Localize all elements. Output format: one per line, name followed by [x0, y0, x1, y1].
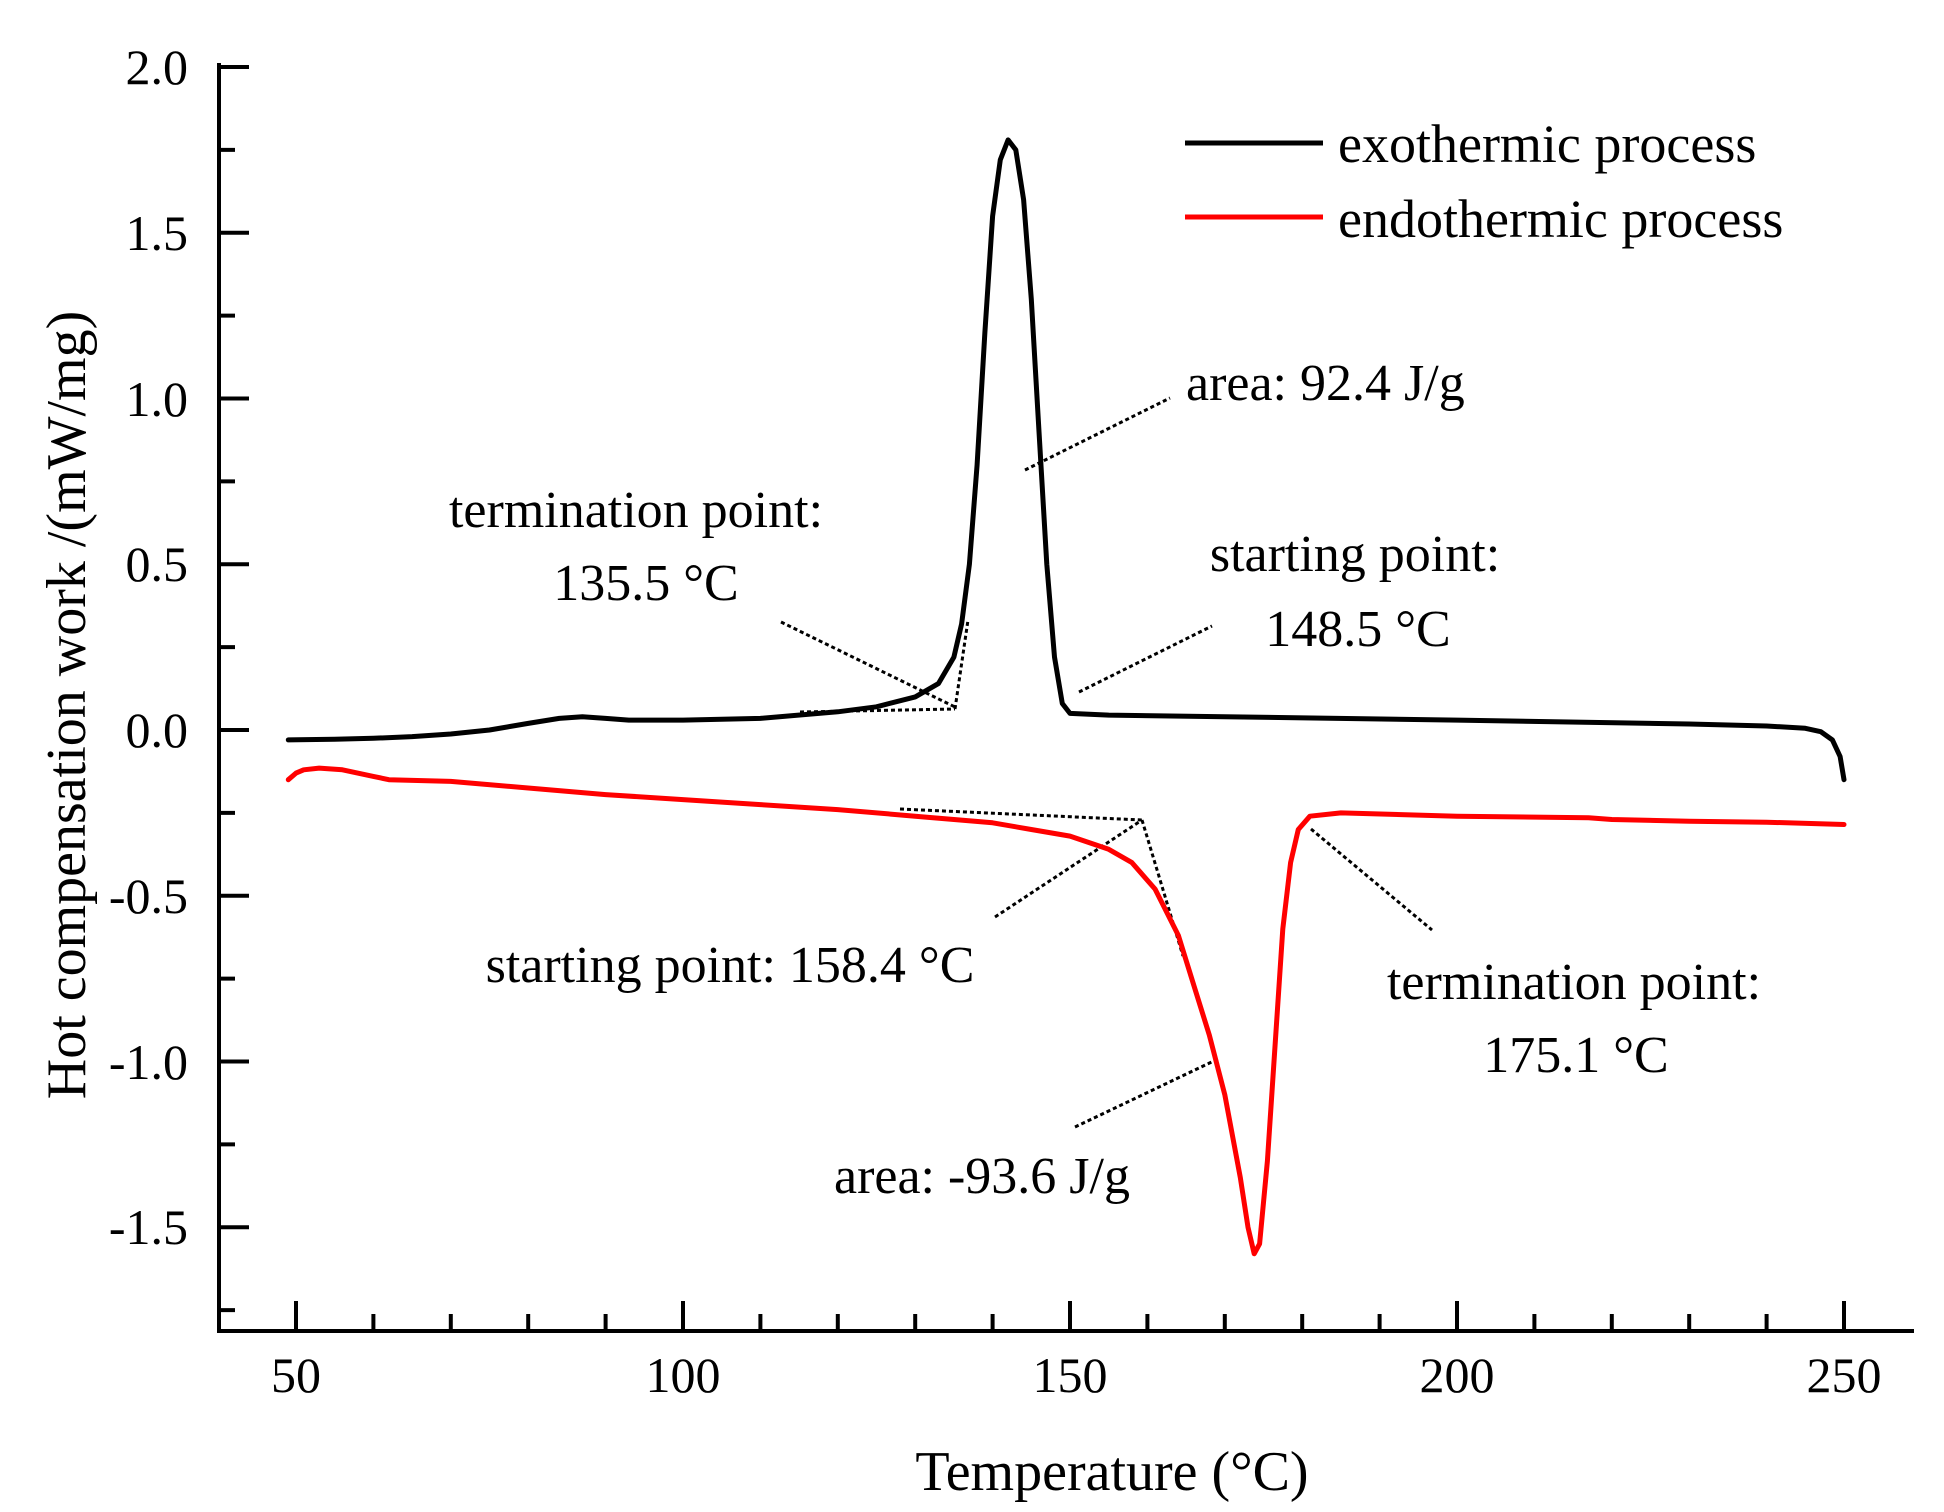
- y-tick-label: 1.0: [126, 371, 189, 427]
- tangent-baseline-exo: [799, 707, 956, 714]
- x-tick-label: 100: [646, 1347, 721, 1403]
- annotation-termination-exo-label: termination point:: [449, 482, 823, 539]
- annotations: area: 92.4 J/g termination point: 135.5 …: [449, 355, 1761, 1205]
- legend-label-endothermic: endothermic process: [1338, 189, 1783, 249]
- y-axis-title: Hot compensation work /(mW/mg): [36, 311, 98, 1100]
- y-tick-label: -1.0: [109, 1034, 188, 1090]
- annotation-starting-endo: starting point: 158.4 °C: [486, 937, 975, 994]
- tangent-slope-endo: [1140, 819, 1185, 957]
- series-line-exothermic: [285, 137, 1847, 783]
- x-axis-title: Temperature (°C): [915, 1441, 1308, 1503]
- annotation-termination-exo-value: 135.5 °C: [553, 555, 738, 612]
- leader-line-starting-endo: [994, 818, 1143, 919]
- tick-marks: [219, 65, 1846, 1331]
- x-tick-label: 150: [1033, 1347, 1108, 1403]
- y-tick-label: -1.5: [109, 1199, 188, 1255]
- y-tick-labels: -1.5 -1.0 -0.5 0.0 0.5 1.0 1.5 2.0: [109, 39, 188, 1255]
- y-tick-label: 1.5: [126, 205, 189, 261]
- annotation-starting-exo-label: starting point:: [1210, 526, 1500, 583]
- leader-line-area-endo: [1074, 1056, 1221, 1129]
- x-tick-label: 50: [271, 1347, 321, 1403]
- annotation-area-endo: area: -93.6 J/g: [834, 1148, 1130, 1205]
- legend-label-exothermic: exothermic process: [1338, 114, 1756, 174]
- axes: [217, 63, 1914, 1333]
- annotation-starting-exo-value: 148.5 °C: [1265, 601, 1450, 658]
- legend: exothermic process endothermic process: [1185, 114, 1783, 249]
- tangent-baseline-endo: [899, 807, 1143, 822]
- annotation-area-exo: area: 92.4 J/g: [1186, 355, 1465, 412]
- x-tick-label: 200: [1420, 1347, 1495, 1403]
- series-layer: [285, 137, 1847, 1257]
- y-tick-label: 0.0: [126, 702, 189, 758]
- x-tick-label: 250: [1807, 1347, 1882, 1403]
- tangent-slope-exo: [953, 619, 970, 710]
- leader-line-termination-endo: [1310, 827, 1433, 932]
- annotation-termination-endo-value: 175.1 °C: [1483, 1027, 1668, 1084]
- y-tick-label: 0.5: [126, 536, 189, 592]
- x-tick-labels: 50 100 150 200 250: [271, 1347, 1882, 1403]
- annotation-termination-endo-label: termination point:: [1387, 954, 1761, 1011]
- y-tick-label: -0.5: [109, 868, 188, 924]
- series-line-endothermic: [285, 765, 1847, 1257]
- leader-line-area-exo: [1024, 396, 1171, 472]
- y-tick-label: 2.0: [126, 39, 189, 95]
- leader-line-starting-exo: [1078, 624, 1213, 694]
